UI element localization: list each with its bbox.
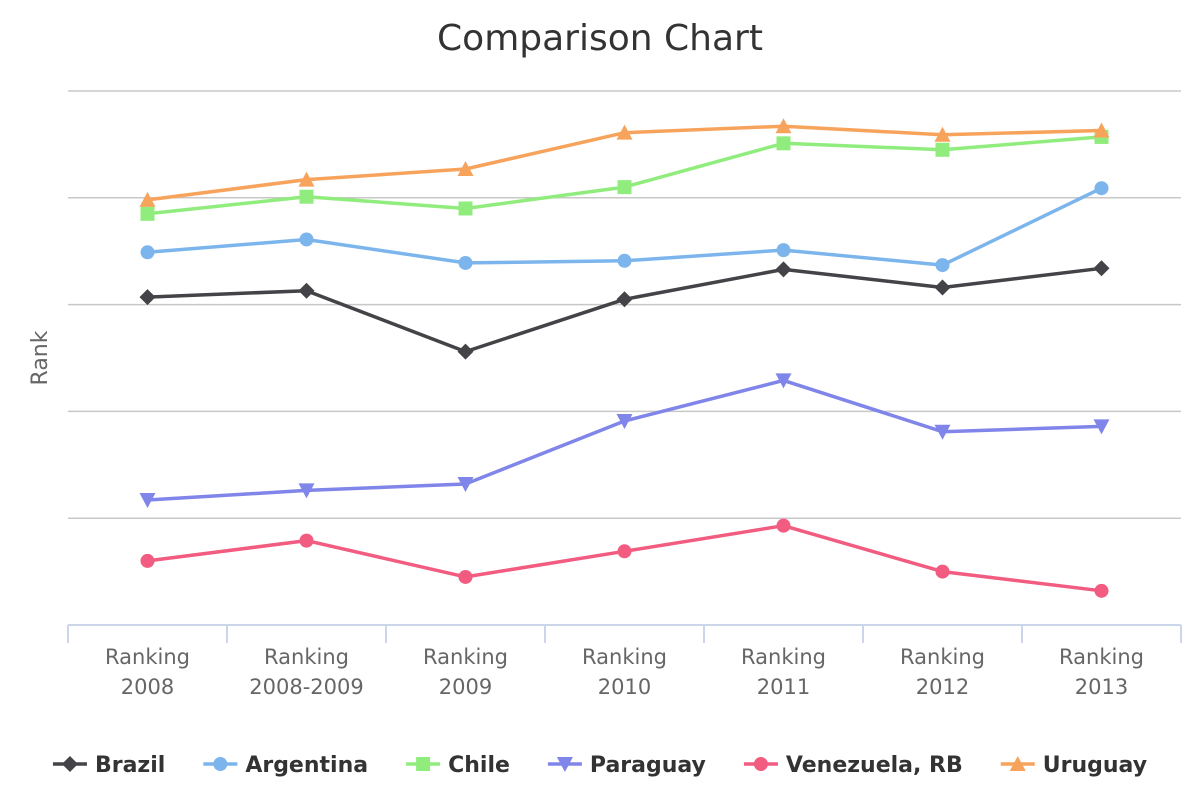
series-group [139,118,1110,598]
data-point-brazil[interactable] [616,291,633,308]
data-point-argentina[interactable] [140,245,155,260]
series-uruguay [139,118,1110,207]
data-point-chile[interactable] [458,201,473,216]
data-point-chile[interactable] [140,206,155,221]
data-point-brazil[interactable] [298,282,315,299]
legend-item[interactable]: Venezuela, RB [743,753,963,778]
series-argentina [140,181,1109,273]
data-point-chile[interactable] [935,142,950,157]
legend-label: Argentina [245,753,368,778]
data-point-uruguay[interactable] [1093,122,1110,138]
legend-marker [556,757,573,772]
data-point-brazil[interactable] [934,279,951,296]
data-point-venezuela-rb[interactable] [617,544,632,559]
x-tick-label: Ranking 2008 [105,645,190,699]
data-point-venezuela-rb[interactable] [299,533,314,548]
legend-item[interactable]: Argentina [203,753,368,778]
data-point-venezuela-rb[interactable] [458,569,473,584]
series-line-brazil [145,266,1104,354]
legend-label: Venezuela, RB [786,753,963,778]
data-point-brazil[interactable] [1093,260,1110,277]
data-point-venezuela-rb[interactable] [935,564,950,579]
x-tick-label-line: 2010 [598,675,651,699]
data-point-brazil[interactable] [139,289,156,306]
data-point-venezuela-rb[interactable] [776,518,791,533]
legend-marker [1009,756,1026,771]
legend-item[interactable]: Brazil [52,753,165,778]
x-tick-label-line: Ranking [105,645,190,669]
data-point-uruguay[interactable] [298,171,315,187]
data-point-paraguay[interactable] [298,483,315,499]
x-tick-label-line: Ranking [423,645,508,669]
x-tick-label-line: Ranking [582,645,667,669]
data-point-paraguay[interactable] [775,373,792,389]
legend-label: Chile [448,753,510,778]
data-point-brazil[interactable] [775,261,792,278]
x-tick-label-line: 2012 [916,675,969,699]
data-point-paraguay[interactable] [139,493,156,509]
legend-label: Paraguay [590,753,706,778]
data-point-uruguay[interactable] [457,160,474,176]
data-point-paraguay[interactable] [934,424,951,440]
data-point-uruguay[interactable] [775,118,792,134]
x-tick-label-line: 2013 [1075,675,1128,699]
data-point-chile[interactable] [776,136,791,151]
data-point-paraguay[interactable] [457,477,474,493]
legend-item[interactable]: Paraguay [547,753,706,778]
y-axis-label: Rank [28,330,53,385]
data-point-venezuela-rb[interactable] [140,553,155,568]
data-point-uruguay[interactable] [934,126,951,142]
data-point-chile[interactable] [299,189,314,204]
legend-marker [61,756,78,772]
data-point-argentina[interactable] [617,253,632,268]
data-point-brazil[interactable] [457,343,474,360]
data-point-uruguay[interactable] [616,124,633,140]
data-point-chile[interactable] [617,180,632,195]
series-line-paraguay [145,378,1104,502]
legend-item[interactable]: Uruguay [1000,753,1147,778]
legend-marker [753,757,768,771]
legend: Brazil Argentina Chile Paraguay Venezuela, R… [52,753,1147,778]
series-line-chile [145,135,1104,216]
x-tick-label-line: 2008-2009 [249,675,363,699]
x-tick-label-line: Ranking [264,645,349,669]
x-tick-label: Ranking 2011 [741,645,826,699]
chart-title: Comparison Chart [437,18,763,59]
data-point-uruguay[interactable] [139,191,156,207]
data-point-venezuela-rb[interactable] [1094,583,1109,598]
x-tick-label-line: Ranking [741,645,826,669]
legend-item[interactable]: Chile [406,753,510,778]
data-point-argentina[interactable] [935,258,950,273]
x-tick-label: Ranking 2013 [1059,645,1144,699]
data-point-argentina[interactable] [1094,181,1109,196]
data-point-argentina[interactable] [458,255,473,270]
legend-label: Uruguay [1043,753,1147,778]
legend-marker [416,757,431,771]
data-point-argentina[interactable] [776,243,791,258]
x-tick-label-line: 2008 [121,675,174,699]
x-tick-label-line: Ranking [1059,645,1144,669]
legend-marker [213,757,228,771]
data-point-argentina[interactable] [299,232,314,247]
x-tick-label-line: Ranking [900,645,985,669]
x-tick-label: Ranking 2008-2009 [249,645,363,699]
x-tick-label-line: 2009 [439,675,492,699]
x-tick-label: Ranking 2009 [423,645,508,699]
x-tick-label: Ranking 2012 [900,645,985,699]
data-point-paraguay[interactable] [1093,419,1110,435]
data-point-paraguay[interactable] [616,414,633,430]
legend-label: Brazil [95,753,165,778]
series-chile [140,129,1109,221]
x-tick-label-line: 2011 [757,675,810,699]
series-venezuela-rb [140,518,1109,598]
series-paraguay [139,373,1110,509]
x-tick-label: Ranking 2010 [582,645,667,699]
series-brazil [139,260,1110,360]
